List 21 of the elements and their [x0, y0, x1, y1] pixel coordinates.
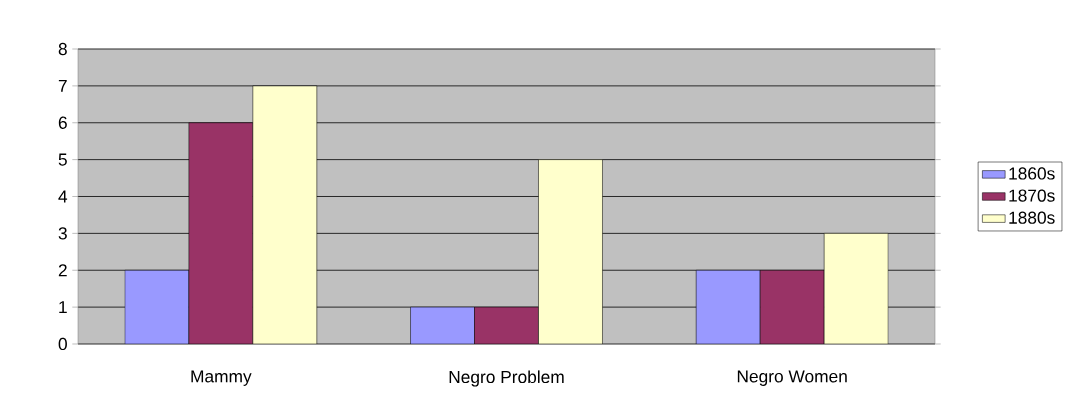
legend-label: 1860s [1009, 167, 1055, 180]
bar [759, 269, 825, 344]
x-tick-label: Mammy [191, 370, 252, 386]
bar [538, 159, 603, 344]
x-tick-label: Negro Women [737, 370, 847, 386]
y-tick-label: 6 [58, 116, 67, 129]
y-tick-label: 5 [58, 153, 67, 166]
y-tick-label: 0 [58, 337, 67, 351]
y-tick-label: 8 [58, 42, 67, 56]
x-tick-label: Negro Problem [449, 370, 564, 387]
y-tick-label: 3 [58, 227, 67, 240]
y-tick-label: 2 [58, 264, 67, 277]
bar [823, 233, 889, 344]
y-tick-label: 7 [58, 79, 67, 92]
y-tick-label: 4 [58, 190, 68, 203]
bar [252, 85, 318, 344]
y-tick-label: 1 [59, 301, 67, 314]
bar [188, 122, 254, 344]
legend-label: 1870s [1009, 189, 1055, 202]
bar [474, 306, 539, 344]
legend-label: 1880s [1009, 211, 1055, 224]
